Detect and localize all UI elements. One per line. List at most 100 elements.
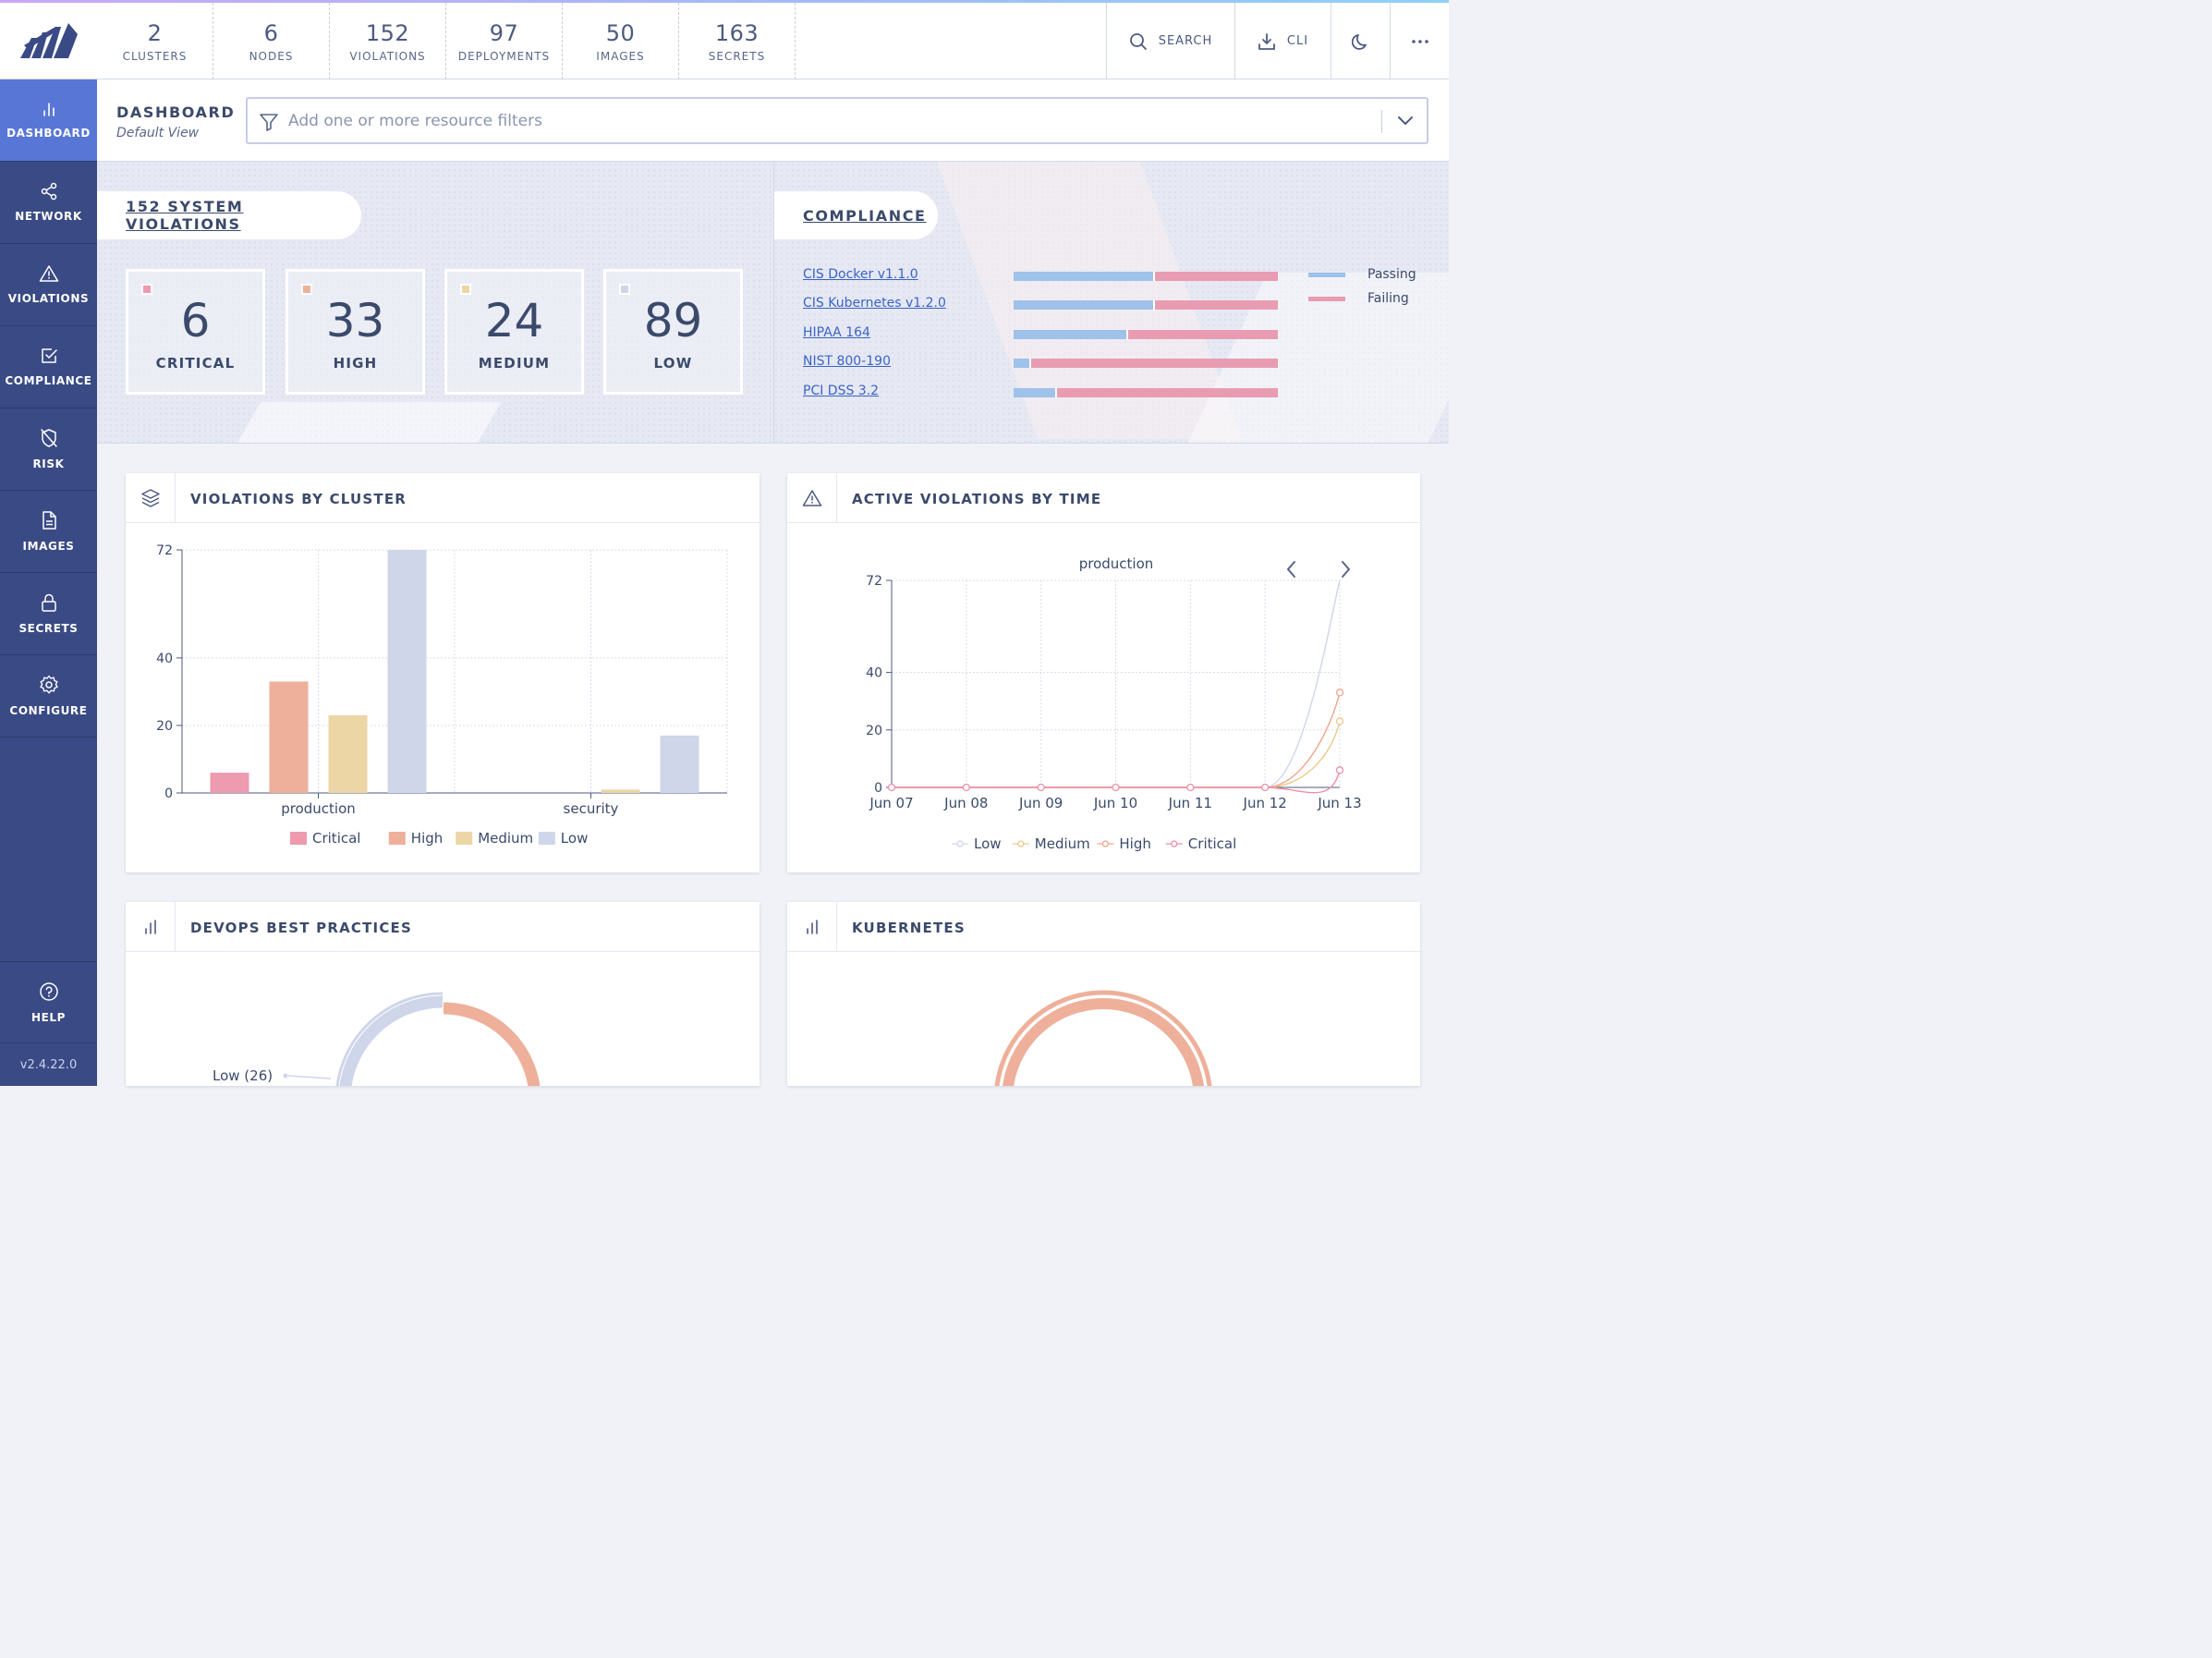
compliance-standard-link[interactable]: PCI DSS 3.2 bbox=[803, 384, 880, 398]
sidebar-item-help[interactable]: HELP bbox=[0, 961, 97, 1043]
sidebar-item-configure[interactable]: CONFIGURE bbox=[0, 655, 97, 738]
donut-segment-low[interactable] bbox=[339, 995, 444, 1086]
callout-line bbox=[287, 1075, 332, 1079]
compliance-row: NIST 800-190 bbox=[803, 354, 1283, 372]
x-tick-label: security bbox=[564, 800, 619, 817]
compliance-row: PCI DSS 3.2 bbox=[803, 384, 1283, 402]
count-nodes[interactable]: 6 NODES bbox=[213, 3, 330, 79]
cli-download-button[interactable]: CLI bbox=[1234, 3, 1331, 79]
resource-filter-input[interactable] bbox=[288, 108, 1332, 134]
bar-low bbox=[387, 550, 427, 793]
line-chart-title: production bbox=[1079, 555, 1154, 572]
compliance-standard-link[interactable]: CIS Kubernetes v1.2.0 bbox=[803, 296, 946, 311]
donut-segment-high[interactable] bbox=[443, 1002, 541, 1086]
count-violations[interactable]: 152 VIOLATIONS bbox=[330, 3, 446, 79]
more-options-button[interactable] bbox=[1390, 3, 1449, 79]
count-label: CLUSTERS bbox=[122, 49, 188, 63]
donut-segment-high[interactable] bbox=[1003, 998, 1204, 1086]
compliance-bar[interactable] bbox=[1014, 359, 1278, 368]
warning-triangle-icon bbox=[802, 490, 821, 506]
checkbox-icon bbox=[41, 348, 57, 363]
y-tick-label: 0 bbox=[164, 786, 173, 801]
sidebar-item-images[interactable]: IMAGES bbox=[0, 491, 97, 573]
stackrox-logo[interactable] bbox=[0, 0, 97, 79]
search-button[interactable]: SEARCH bbox=[1106, 3, 1234, 79]
severity-label: CRITICAL bbox=[155, 355, 236, 372]
x-tick-label: Jun 13 bbox=[1317, 795, 1361, 811]
severity-color-dot bbox=[301, 284, 312, 295]
legend-swatch bbox=[290, 832, 307, 845]
sidebar-item-compliance[interactable]: COMPLIANCE bbox=[0, 326, 97, 408]
widget-title: VIOLATIONS BY CLUSTER bbox=[190, 491, 407, 507]
search-label: SEARCH bbox=[1158, 34, 1213, 48]
bar-low bbox=[660, 735, 699, 793]
chevron-right-icon[interactable] bbox=[1342, 561, 1351, 578]
system-violations-link[interactable]: 152 SYSTEM VIOLATIONS bbox=[126, 198, 244, 233]
compliance-link[interactable]: COMPLIANCE bbox=[803, 206, 927, 225]
compliance-bar[interactable] bbox=[1014, 272, 1278, 281]
count-deployments[interactable]: 97 DEPLOYMENTS bbox=[446, 3, 563, 79]
compliance-standard-link[interactable]: NIST 800-190 bbox=[803, 354, 891, 369]
system-violations-heading[interactable]: 152 SYSTEM VIOLATIONS bbox=[97, 191, 361, 239]
legend-marker bbox=[1101, 840, 1110, 847]
data-point bbox=[1335, 766, 1344, 774]
more-horizontal-icon bbox=[1411, 39, 1428, 43]
severity-tile-low[interactable]: 89 LOW bbox=[603, 269, 743, 395]
count-images[interactable]: 50 IMAGES bbox=[563, 3, 679, 79]
shield-off-icon bbox=[40, 429, 57, 447]
count-clusters[interactable]: 2 CLUSTERS bbox=[97, 3, 213, 79]
compliance-row: HIPAA 164 bbox=[803, 325, 1283, 344]
widget-icon-box bbox=[787, 473, 837, 523]
severity-tile-critical[interactable]: 6 CRITICAL bbox=[126, 269, 265, 395]
sidebar-item-label: DASHBOARD bbox=[6, 127, 91, 140]
compliance-bar[interactable] bbox=[1014, 300, 1278, 310]
legend-label: Medium bbox=[1035, 835, 1090, 852]
x-tick-label: production bbox=[281, 800, 356, 817]
violations-by-cluster-chart: 0 20 40 72 production security Critical High Med… bbox=[156, 543, 728, 847]
compliance-bar[interactable] bbox=[1014, 388, 1278, 397]
compliance-passing-bar bbox=[1014, 272, 1155, 281]
severity-tile-high[interactable]: 33 HIGH bbox=[286, 269, 425, 395]
severity-label: MEDIUM bbox=[478, 355, 551, 372]
compliance-bar[interactable] bbox=[1014, 330, 1278, 339]
severity-count: 33 bbox=[325, 294, 385, 347]
data-point bbox=[1335, 689, 1344, 697]
legend-label: Critical bbox=[1188, 835, 1236, 852]
count-label: DEPLOYMENTS bbox=[457, 49, 551, 63]
x-tick-label: Jun 09 bbox=[1018, 795, 1063, 811]
sidebar-item-secrets[interactable]: SECRETS bbox=[0, 573, 97, 655]
bar-medium bbox=[328, 714, 368, 793]
filter-icon bbox=[260, 114, 278, 131]
warning-triangle-icon bbox=[39, 265, 58, 282]
data-point bbox=[1112, 783, 1120, 792]
compliance-standard-link[interactable]: HIPAA 164 bbox=[803, 325, 870, 340]
summary-divider bbox=[773, 162, 774, 443]
widget-title: DEVOPS BEST PRACTICES bbox=[190, 920, 412, 936]
count-label: IMAGES bbox=[596, 49, 645, 63]
x-tick-label: Jun 11 bbox=[1168, 795, 1212, 811]
top-bar: 2 CLUSTERS 6 NODES 152 VIOLATIONS 97 DEP… bbox=[0, 0, 1449, 79]
data-point bbox=[1261, 783, 1270, 792]
sidebar-item-dashboard[interactable]: DASHBOARD bbox=[0, 79, 97, 162]
count-secrets[interactable]: 163 SECRETS bbox=[679, 3, 796, 79]
sidebar-item-risk[interactable]: RISK bbox=[0, 408, 97, 491]
sidebar-item-violations[interactable]: VIOLATIONS bbox=[0, 244, 97, 326]
count-number: 97 bbox=[489, 19, 519, 46]
legend-label: Failing bbox=[1367, 291, 1409, 306]
sidebar-item-label: IMAGES bbox=[22, 540, 75, 553]
severity-tile-medium[interactable]: 24 MEDIUM bbox=[444, 269, 584, 395]
theme-toggle-button[interactable] bbox=[1331, 3, 1390, 79]
y-tick-label: 40 bbox=[866, 666, 882, 681]
compliance-heading[interactable]: COMPLIANCE bbox=[774, 191, 938, 239]
chevron-left-icon[interactable] bbox=[1286, 561, 1295, 578]
resource-filter-box[interactable] bbox=[246, 97, 1428, 144]
chevron-down-icon[interactable] bbox=[1397, 114, 1414, 127]
legend-swatch bbox=[456, 832, 473, 845]
bar-chart-icon bbox=[43, 103, 55, 116]
sidebar-item-network[interactable]: NETWORK bbox=[0, 162, 97, 244]
help-circle-icon bbox=[39, 981, 58, 1001]
widget-icon-box bbox=[787, 902, 837, 952]
y-tick-label: 40 bbox=[156, 652, 173, 666]
compliance-standard-link[interactable]: CIS Docker v1.1.0 bbox=[803, 267, 918, 282]
compliance-passing-bar bbox=[1014, 330, 1129, 339]
